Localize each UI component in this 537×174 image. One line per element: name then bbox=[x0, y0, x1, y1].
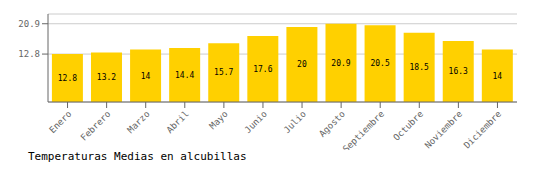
svg-text:Julio: Julio bbox=[282, 109, 308, 135]
svg-text:14.4: 14.4 bbox=[175, 71, 194, 80]
svg-text:20.9: 20.9 bbox=[331, 59, 350, 68]
svg-text:14: 14 bbox=[141, 72, 151, 81]
svg-text:Octubre: Octubre bbox=[391, 109, 425, 143]
svg-text:16.3: 16.3 bbox=[449, 67, 468, 76]
svg-text:12.8: 12.8 bbox=[18, 49, 40, 59]
svg-text:20.5: 20.5 bbox=[370, 59, 389, 68]
svg-text:Agosto: Agosto bbox=[317, 109, 347, 139]
svg-text:17.6: 17.6 bbox=[253, 65, 272, 74]
svg-text:Abril: Abril bbox=[164, 109, 190, 135]
svg-text:Enero: Enero bbox=[47, 109, 73, 135]
svg-text:13.2: 13.2 bbox=[97, 73, 116, 82]
svg-text:20.9: 20.9 bbox=[18, 19, 40, 29]
svg-text:Noviembre: Noviembre bbox=[423, 109, 465, 150]
svg-text:Diciembre: Diciembre bbox=[462, 109, 504, 150]
svg-text:Septiembre: Septiembre bbox=[341, 109, 386, 150]
svg-text:15.7: 15.7 bbox=[214, 68, 233, 77]
svg-text:18.5: 18.5 bbox=[410, 63, 429, 72]
html-text:Temperaturas Medias en alcubil: Temperaturas Medias en alcubillas bbox=[28, 150, 247, 163]
svg-text:Mayo: Mayo bbox=[207, 109, 229, 131]
svg-text:12.8: 12.8 bbox=[58, 74, 77, 83]
svg-text:Junio: Junio bbox=[243, 109, 269, 135]
svg-text:14: 14 bbox=[493, 72, 503, 81]
svg-text:20: 20 bbox=[297, 60, 307, 69]
svg-text:Febrero: Febrero bbox=[79, 109, 113, 143]
svg-text:Marzo: Marzo bbox=[125, 109, 151, 135]
